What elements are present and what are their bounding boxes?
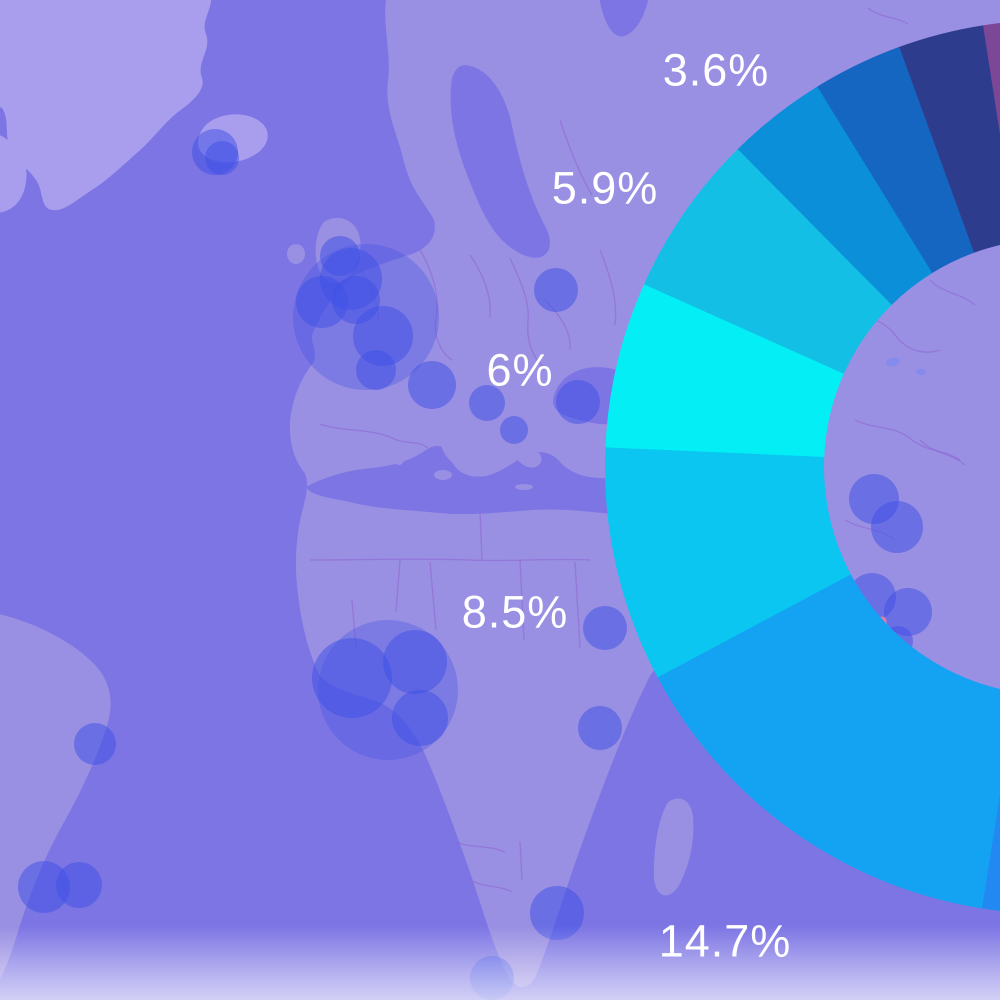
sea-north: [342, 183, 418, 258]
sea-mediterranean: [306, 445, 647, 516]
map-bubble[interactable]: [18, 861, 70, 913]
sea-baltic: [450, 65, 550, 258]
donut-segment-azure[interactable]: [736, 86, 933, 306]
map-bubble[interactable]: [392, 690, 448, 746]
donut-chart: [604, 23, 1000, 914]
donut-segment-azure-blue[interactable]: [657, 574, 1000, 909]
donut-segment-bright-cyan[interactable]: [605, 284, 844, 458]
donut-segment-royal[interactable]: [981, 692, 1000, 914]
map-bubble[interactable]: [871, 501, 923, 553]
map-bubble[interactable]: [534, 268, 578, 312]
land-greenland: [0, 0, 212, 211]
map-bubble[interactable]: [884, 588, 932, 636]
donut-label-3.6pct: 3.6%: [662, 44, 770, 96]
donut-segment-navy[interactable]: [897, 25, 1000, 254]
map-bubble[interactable]: [408, 361, 456, 409]
map-bubble[interactable]: [469, 385, 505, 421]
map-bubble[interactable]: [74, 723, 116, 765]
donut-label-5.9pct: 5.9%: [551, 162, 659, 214]
donut-segment-sky[interactable]: [643, 149, 892, 375]
land-namerica-coast: [0, 135, 27, 213]
map-bubble[interactable]: [470, 956, 514, 1000]
map-bubble[interactable]: [530, 886, 584, 940]
lake-small-1: [886, 357, 900, 367]
land-sicily: [434, 470, 452, 480]
donut-segment-blue[interactable]: [815, 46, 975, 274]
map-bubble[interactable]: [583, 606, 627, 650]
map-bubbles: [18, 129, 932, 1000]
map-bubble[interactable]: [356, 350, 396, 390]
land-madagascar: [653, 798, 694, 896]
donut-label-6pct: 6%: [486, 344, 554, 396]
map-bubble[interactable]: [320, 236, 360, 276]
map-bubble[interactable]: [312, 638, 392, 718]
land-sardinia: [393, 447, 405, 465]
donut-label-14.7pct: 14.7%: [658, 915, 792, 967]
land-ireland: [287, 244, 305, 264]
lake-small-2: [916, 368, 926, 376]
map-bubble[interactable]: [556, 380, 600, 424]
map-bubble[interactable]: [205, 141, 239, 175]
donut-segment-cyan[interactable]: [604, 447, 852, 680]
map-bubble[interactable]: [578, 706, 622, 750]
land-arctic-island: [0, 42, 35, 95]
land-corsica: [392, 424, 402, 438]
donut-label-8.5pct: 8.5%: [461, 586, 569, 638]
map-bubble[interactable]: [500, 416, 528, 444]
land-crete: [515, 484, 533, 490]
map-bubble[interactable]: [353, 306, 413, 366]
map-bubble[interactable]: [383, 630, 447, 694]
map-bubble[interactable]: [56, 862, 102, 908]
